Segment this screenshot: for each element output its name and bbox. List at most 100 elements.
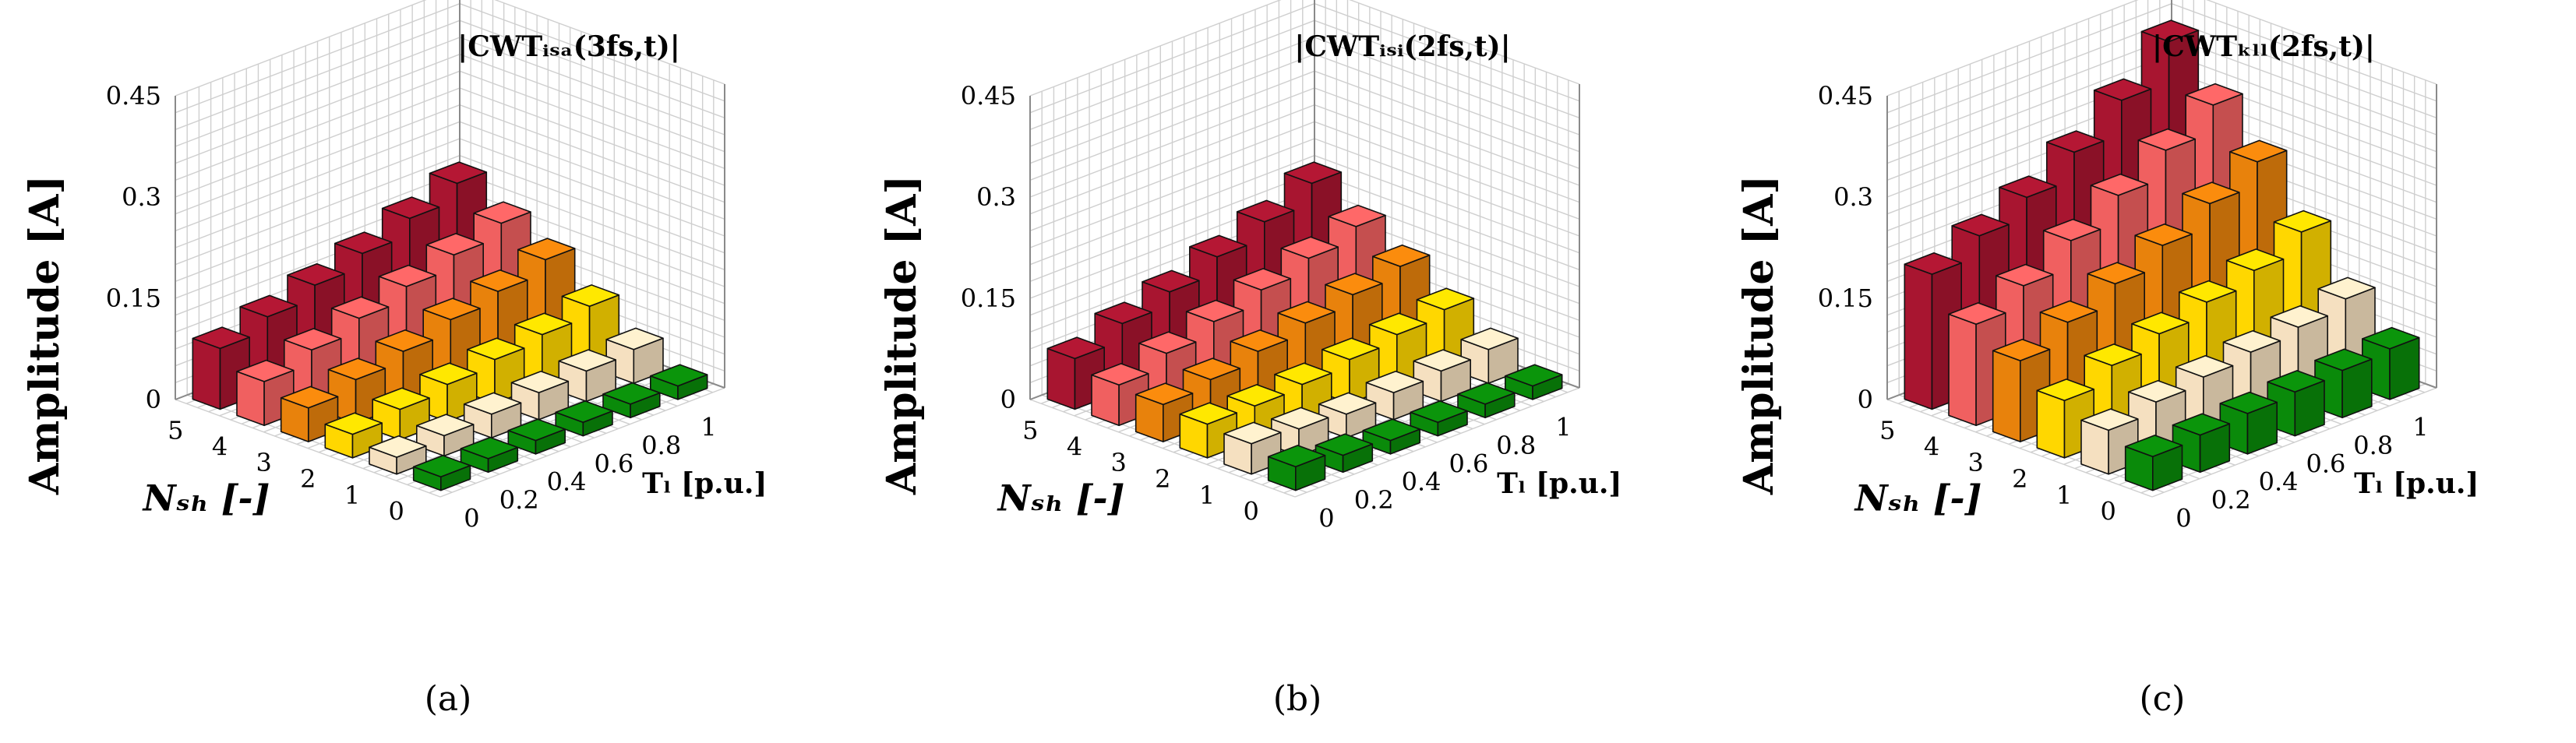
bar-nsh0-tl0 [412, 455, 471, 491]
bar-face-top [602, 382, 661, 405]
bar-face-top [649, 364, 708, 387]
bar-face-top [1271, 407, 1329, 430]
bar-face-top [1182, 357, 1241, 381]
bar-nsh0-tl3 [1410, 400, 1468, 437]
nsh-tick-label: 3 [1967, 448, 1983, 477]
bar-nsh2-tl3 [1322, 337, 1380, 404]
bar-face-top [1277, 301, 1336, 324]
bar-face-top [2140, 19, 2200, 43]
bar-face-top [330, 296, 390, 319]
bar-face-top [463, 392, 522, 415]
y-axis-label: Tₗ [p.u.] [642, 467, 767, 500]
z-tick-label: 0.3 [1833, 182, 1873, 212]
bar-face-top [2124, 435, 2183, 458]
nsh-tick-label: 0 [2100, 497, 2115, 526]
bar-face-top [419, 362, 478, 386]
bar-face-top [517, 238, 576, 261]
bar-face-top [1179, 402, 1237, 425]
z-axis-label: Amplitude [A] [1735, 175, 1783, 495]
chart-title: |CWTᵢₛₐ(3fs,t)| [457, 30, 680, 63]
bar-nsh0-tl4 [602, 382, 661, 419]
x-axis-label: Nₛₕ [-] [997, 477, 1125, 519]
z-tick-label: 0.3 [976, 182, 1016, 212]
bar-nsh0-tl2 [2219, 391, 2278, 455]
bar-face-top [1328, 204, 1386, 227]
bar-face-top [287, 262, 345, 286]
bar-face-top [2128, 379, 2186, 403]
bar-face-top [1230, 329, 1288, 352]
bar-nsh1-tl0 [2080, 408, 2139, 475]
bar-face-top [561, 284, 620, 308]
bar-face-top [2172, 413, 2231, 436]
z-tick-label: 0 [1000, 385, 1016, 414]
tl-tick-label: 0 [2175, 503, 2191, 533]
bar-face-top [1904, 252, 1962, 275]
bar-face-front [192, 337, 221, 410]
z-tick-label: 0.45 [961, 81, 1016, 111]
bar-face-top [2175, 354, 2234, 378]
bar-face-top [2219, 391, 2278, 414]
bar-face-top [507, 418, 566, 442]
nsh-tick-label: 0 [1243, 497, 1258, 526]
y-axis-label: Tₗ [p.u.] [2354, 467, 2479, 500]
bar-face-top [378, 264, 437, 287]
z-tick-label: 0.15 [961, 283, 1016, 313]
bar-face-top [2270, 305, 2328, 328]
bar-face-top [1457, 382, 1516, 405]
x-axis-label: Nₛₕ [-] [1854, 477, 1982, 519]
bar-face-top [375, 329, 434, 352]
chart-title: |CWTₖₗₗ(2fs,t)| [2152, 30, 2375, 63]
z-axis-label: Amplitude [A] [878, 175, 926, 495]
bar-face-top [1314, 433, 1374, 456]
bar-nsh2-tl4 [1368, 312, 1427, 386]
bar-face-top [1223, 421, 1282, 445]
nsh-tick-label: 3 [1110, 448, 1126, 477]
bar-face-top [422, 298, 481, 321]
bar-face-top [1185, 299, 1244, 322]
bar-face-top [605, 327, 664, 350]
panel-label: (c) [2140, 679, 2186, 719]
bar-face-top [415, 414, 475, 437]
bar-face-top [1094, 301, 1152, 325]
bar-face-top [2080, 408, 2139, 431]
bar-face-top [192, 326, 251, 350]
bar-face-top [1372, 244, 1431, 267]
bar-face-top [1274, 362, 1332, 386]
bar-face-top [1134, 382, 1194, 406]
bar-face-top [2314, 348, 2373, 372]
bar-face-top [2093, 78, 2152, 101]
bar-face-front [1992, 350, 2021, 442]
bar-face-top [473, 201, 531, 224]
bar-face-top [324, 412, 383, 435]
bar-face-top [513, 312, 573, 336]
bar-face-top [327, 357, 386, 381]
bar-face-top [412, 455, 471, 478]
bar-face-top [1236, 199, 1295, 223]
bar-face-top [2182, 181, 2240, 205]
z-tick-label: 0 [1858, 385, 1873, 414]
nsh-tick-label: 2 [2012, 464, 2027, 494]
bar-face-top [2042, 218, 2101, 241]
tl-tick-label: 0.2 [499, 485, 539, 515]
bar-nsh5-tl0 [1046, 336, 1105, 410]
bar-face-top [429, 161, 488, 185]
bar-nsh0-tl1 [2172, 413, 2231, 474]
bar-face-front [2036, 389, 2066, 459]
bar-face-top [1951, 213, 2010, 237]
bar-nsh0-tl0 [1267, 445, 1326, 491]
bar-face-top [1322, 337, 1380, 361]
bar-face-top [1460, 327, 1519, 350]
nsh-tick-label: 0 [388, 497, 404, 526]
tl-tick-label: 0 [1318, 503, 1334, 533]
nsh-tick-label: 1 [344, 481, 360, 510]
bar-face-top [1368, 312, 1427, 336]
tl-tick-label: 0.2 [1354, 485, 1394, 515]
bar-face-top [460, 436, 519, 460]
bar-face-top [2134, 223, 2193, 246]
nsh-tick-label: 1 [1199, 481, 1215, 510]
bar-face-top [2229, 139, 2288, 163]
nsh-tick-label: 5 [1022, 415, 1038, 445]
bar-face-top [1280, 236, 1339, 259]
